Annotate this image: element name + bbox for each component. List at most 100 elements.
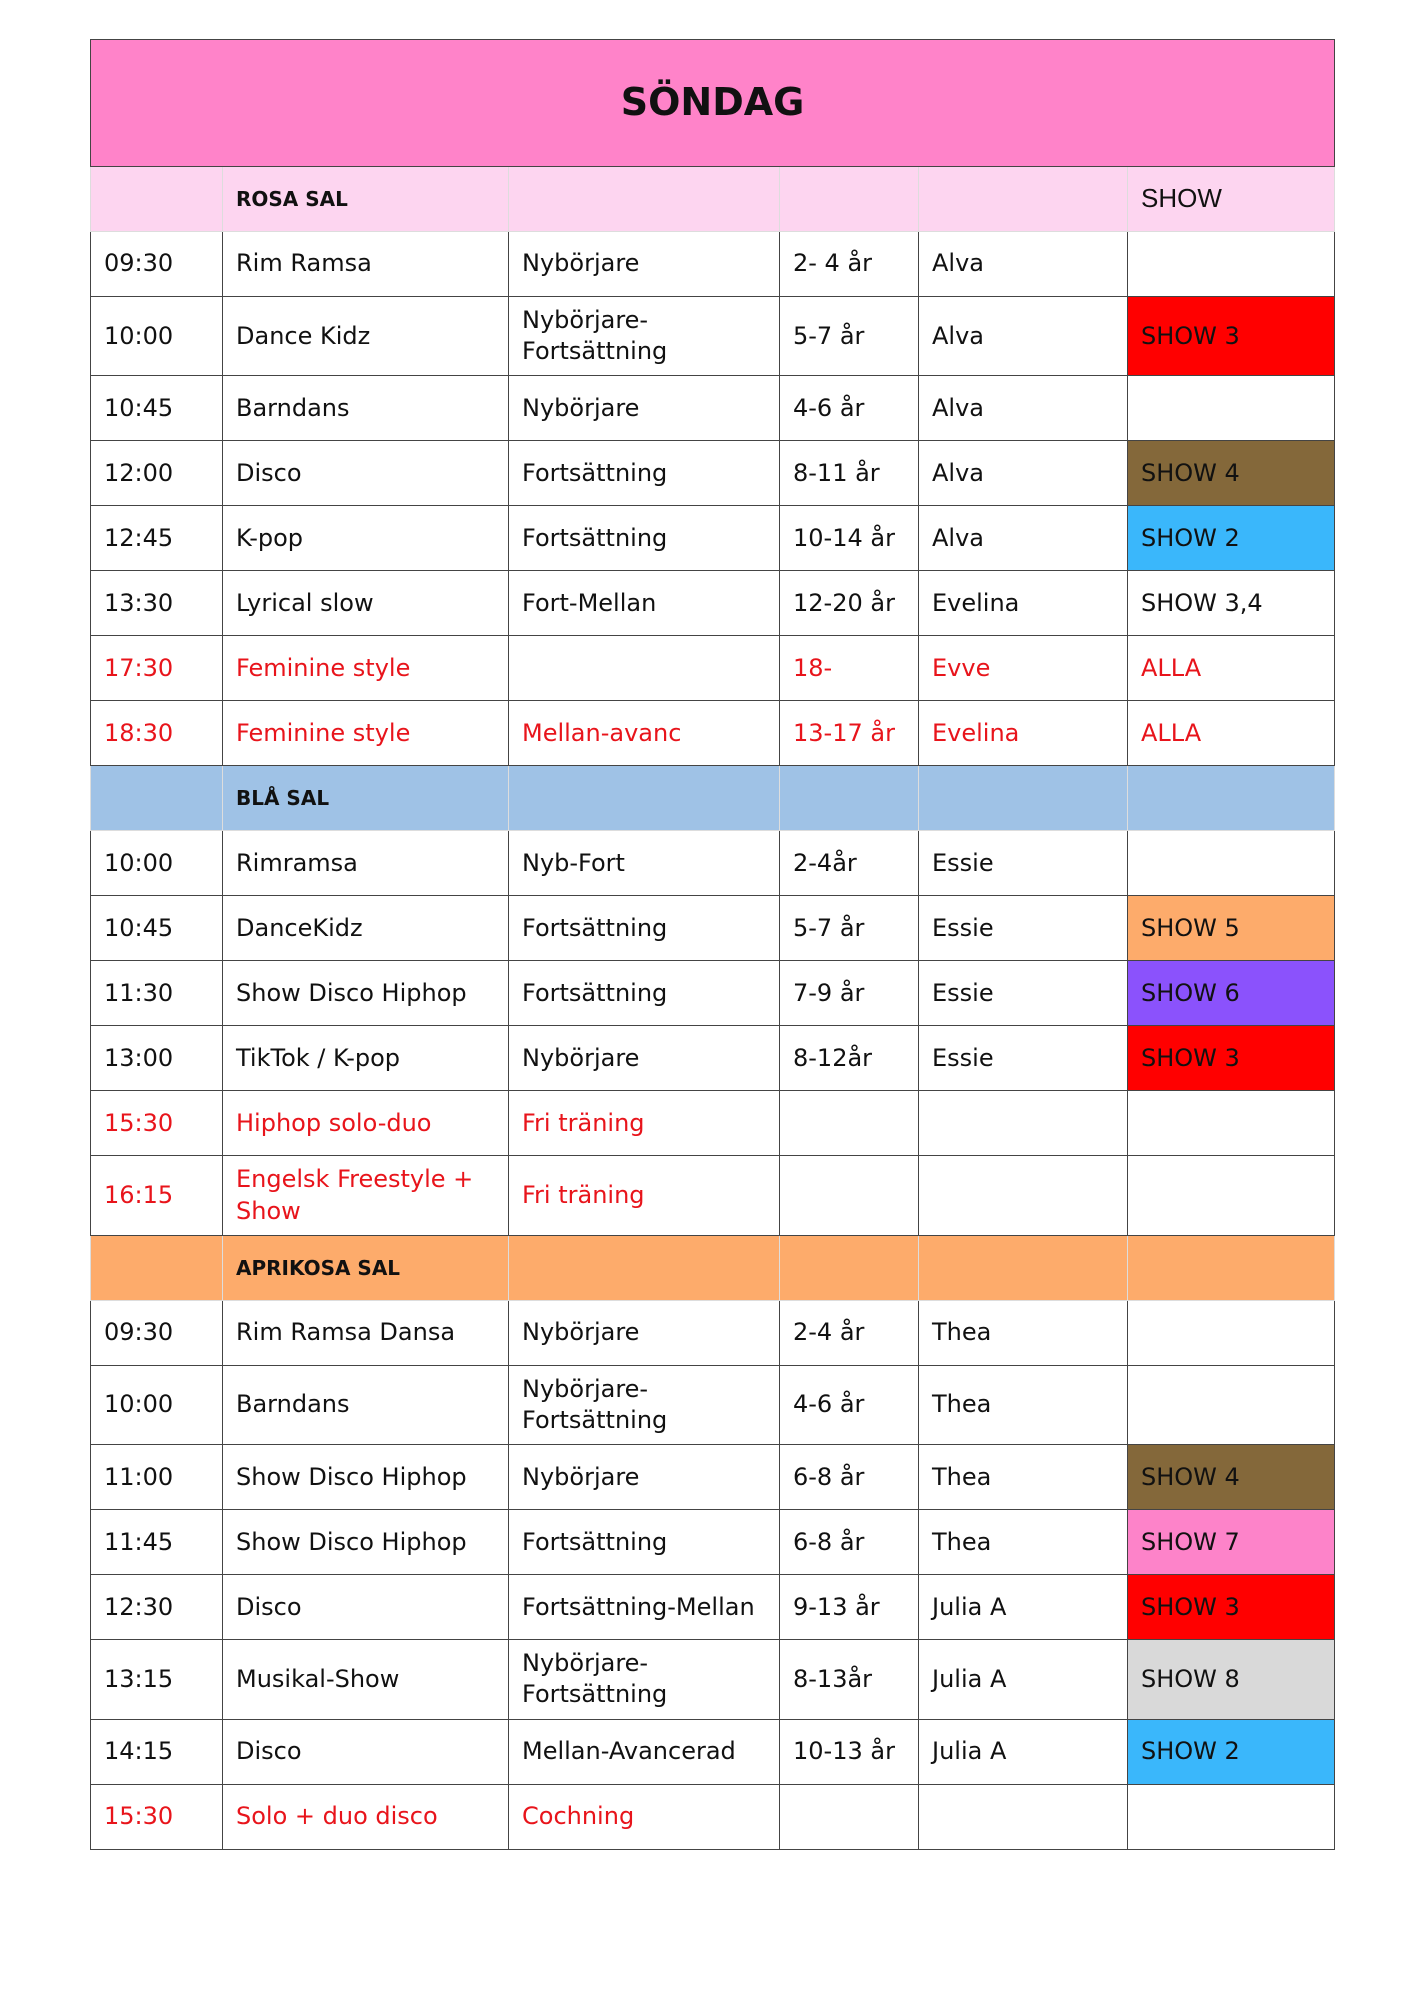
schedule-row: 12:30 Disco Fortsättning-Mellan 9-13 år Juli… xyxy=(90,1574,1336,1641)
teacher-cell: Alva xyxy=(918,440,1128,507)
schedule-row: 15:30 Solo + duo disco Cochning xyxy=(90,1783,1336,1850)
level-cell: Fortsättning xyxy=(508,505,780,572)
teacher-cell: Alva xyxy=(918,295,1128,377)
level-cell xyxy=(508,635,780,702)
level-cell: Nyb-Fort xyxy=(508,830,780,897)
show-cell: SHOW 2 xyxy=(1126,1718,1336,1785)
schedule-row: 17:30 Feminine style 18- Evve ALLA xyxy=(90,635,1336,702)
time-cell: 18:30 xyxy=(90,700,223,767)
class-cell: Rim Ramsa Dansa xyxy=(222,1299,509,1366)
teacher-cell: Julia A xyxy=(918,1718,1128,1785)
time-cell: 15:30 xyxy=(90,1783,223,1850)
schedule-row: 11:00 Show Disco Hiphop Nybörjare 6-8 år The… xyxy=(90,1444,1336,1511)
schedule-row: 10:00 Barndans Nybörjare-Fortsättning 4-6 å… xyxy=(90,1364,1336,1446)
teacher-cell xyxy=(918,1155,1128,1236)
level-cell: Nybörjare-Fortsättning xyxy=(508,295,780,377)
title: SÖNDAG xyxy=(89,39,1336,167)
class-cell: Disco xyxy=(222,440,509,507)
header-cell xyxy=(90,765,223,832)
class-cell: Dance Kidz xyxy=(222,295,509,377)
time-cell: 12:00 xyxy=(90,440,223,507)
level-cell: Nybörjare-Fortsättning xyxy=(508,1364,780,1446)
level-cell: Nybörjare xyxy=(508,375,780,442)
show-cell: SHOW 8 xyxy=(1126,1639,1336,1720)
time-cell: 13:30 xyxy=(90,570,223,637)
show-cell: SHOW 2 xyxy=(1126,505,1336,572)
teacher-cell: Thea xyxy=(918,1299,1128,1366)
header-cell: APRIKOSA SAL xyxy=(222,1234,509,1301)
time-cell: 10:00 xyxy=(90,1364,223,1446)
level-cell: Fortsättning xyxy=(508,1509,780,1576)
age-cell: 10-13 år xyxy=(779,1718,919,1785)
level-cell: Cochning xyxy=(508,1783,780,1850)
teacher-cell: Alva xyxy=(918,505,1128,572)
header-cell xyxy=(508,1234,780,1301)
age-cell xyxy=(779,1155,919,1236)
teacher-cell xyxy=(918,1783,1128,1850)
age-cell: 2-4år xyxy=(779,830,919,897)
teacher-cell: Thea xyxy=(918,1509,1128,1576)
level-cell: Fortsättning-Mellan xyxy=(508,1574,780,1641)
schedule-row: 14:15 Disco Mellan-Avancerad 10-13 år Julia … xyxy=(90,1718,1336,1785)
show-cell xyxy=(1126,1090,1336,1157)
show-cell: SHOW 3 xyxy=(1126,1025,1336,1092)
schedule-row: 11:30 Show Disco Hiphop Fortsättning 7-9 år… xyxy=(90,960,1336,1027)
teacher-cell: Essie xyxy=(918,895,1128,962)
schedule-row: 12:00 Disco Fortsättning 8-11 år Alva SHOW 4 xyxy=(90,440,1336,507)
level-cell: Fortsättning xyxy=(508,895,780,962)
time-cell: 09:30 xyxy=(90,231,223,297)
time-cell: 10:00 xyxy=(90,830,223,897)
show-cell: SHOW 7 xyxy=(1126,1509,1336,1576)
show-cell: SHOW 3 xyxy=(1126,1574,1336,1641)
age-cell: 8-13år xyxy=(779,1639,919,1720)
header-cell xyxy=(1126,1234,1336,1301)
schedule-row: 10:45 DanceKidz Fortsättning 5-7 år Essie SHO… xyxy=(90,895,1336,962)
header-cell xyxy=(1126,765,1336,832)
teacher-cell: Essie xyxy=(918,830,1128,897)
class-cell: K-pop xyxy=(222,505,509,572)
level-cell: Nybörjare xyxy=(508,1025,780,1092)
schedule-row: 12:45 K-pop Fortsättning 10-14 år Alva SHOW 2 xyxy=(90,505,1336,572)
teacher-cell xyxy=(918,1090,1128,1157)
class-cell: Barndans xyxy=(222,1364,509,1446)
class-cell: Disco xyxy=(222,1574,509,1641)
level-cell: Nybörjare-Fortsättning xyxy=(508,1639,780,1720)
header-cell xyxy=(508,166,780,232)
section-header: APRIKOSA SAL xyxy=(90,1234,1336,1301)
show-cell xyxy=(1126,231,1336,297)
show-cell: SHOW 3 xyxy=(1126,295,1336,377)
time-cell: 17:30 xyxy=(90,635,223,702)
time-cell: 12:45 xyxy=(90,505,223,572)
class-cell: Hiphop solo-duo xyxy=(222,1090,509,1157)
time-cell: 09:30 xyxy=(90,1299,223,1366)
level-cell: Nybörjare xyxy=(508,231,780,297)
age-cell: 10-14 år xyxy=(779,505,919,572)
show-cell: SHOW 4 xyxy=(1126,1444,1336,1511)
level-cell: Nybörjare xyxy=(508,1299,780,1366)
teacher-cell: Essie xyxy=(918,960,1128,1027)
header-cell xyxy=(918,166,1128,232)
time-cell: 15:30 xyxy=(90,1090,223,1157)
age-cell: 8-11 år xyxy=(779,440,919,507)
time-cell: 10:45 xyxy=(90,895,223,962)
level-cell: Mellan-avanc xyxy=(508,700,780,767)
show-cell xyxy=(1126,1155,1336,1236)
teacher-cell: Evelina xyxy=(918,700,1128,767)
class-cell: Barndans xyxy=(222,375,509,442)
level-cell: Fortsättning xyxy=(508,960,780,1027)
teacher-cell: Alva xyxy=(918,231,1128,297)
time-cell: 11:00 xyxy=(90,1444,223,1511)
teacher-cell: Evve xyxy=(918,635,1128,702)
class-cell: TikTok / K-pop xyxy=(222,1025,509,1092)
time-cell: 13:15 xyxy=(90,1639,223,1720)
age-cell: 2-4 år xyxy=(779,1299,919,1366)
level-cell: Fri träning xyxy=(508,1090,780,1157)
schedule-row: 16:15 Engelsk Freestyle + Show Fri träning xyxy=(90,1155,1336,1236)
teacher-cell: Evelina xyxy=(918,570,1128,637)
title-row: SÖNDAG xyxy=(89,39,1336,167)
age-cell: 18- xyxy=(779,635,919,702)
header-cell xyxy=(779,166,919,232)
schedule-row: 13:30 Lyrical slow Fort-Mellan 12-20 år Evel… xyxy=(90,570,1336,637)
class-cell: Show Disco Hiphop xyxy=(222,1509,509,1576)
